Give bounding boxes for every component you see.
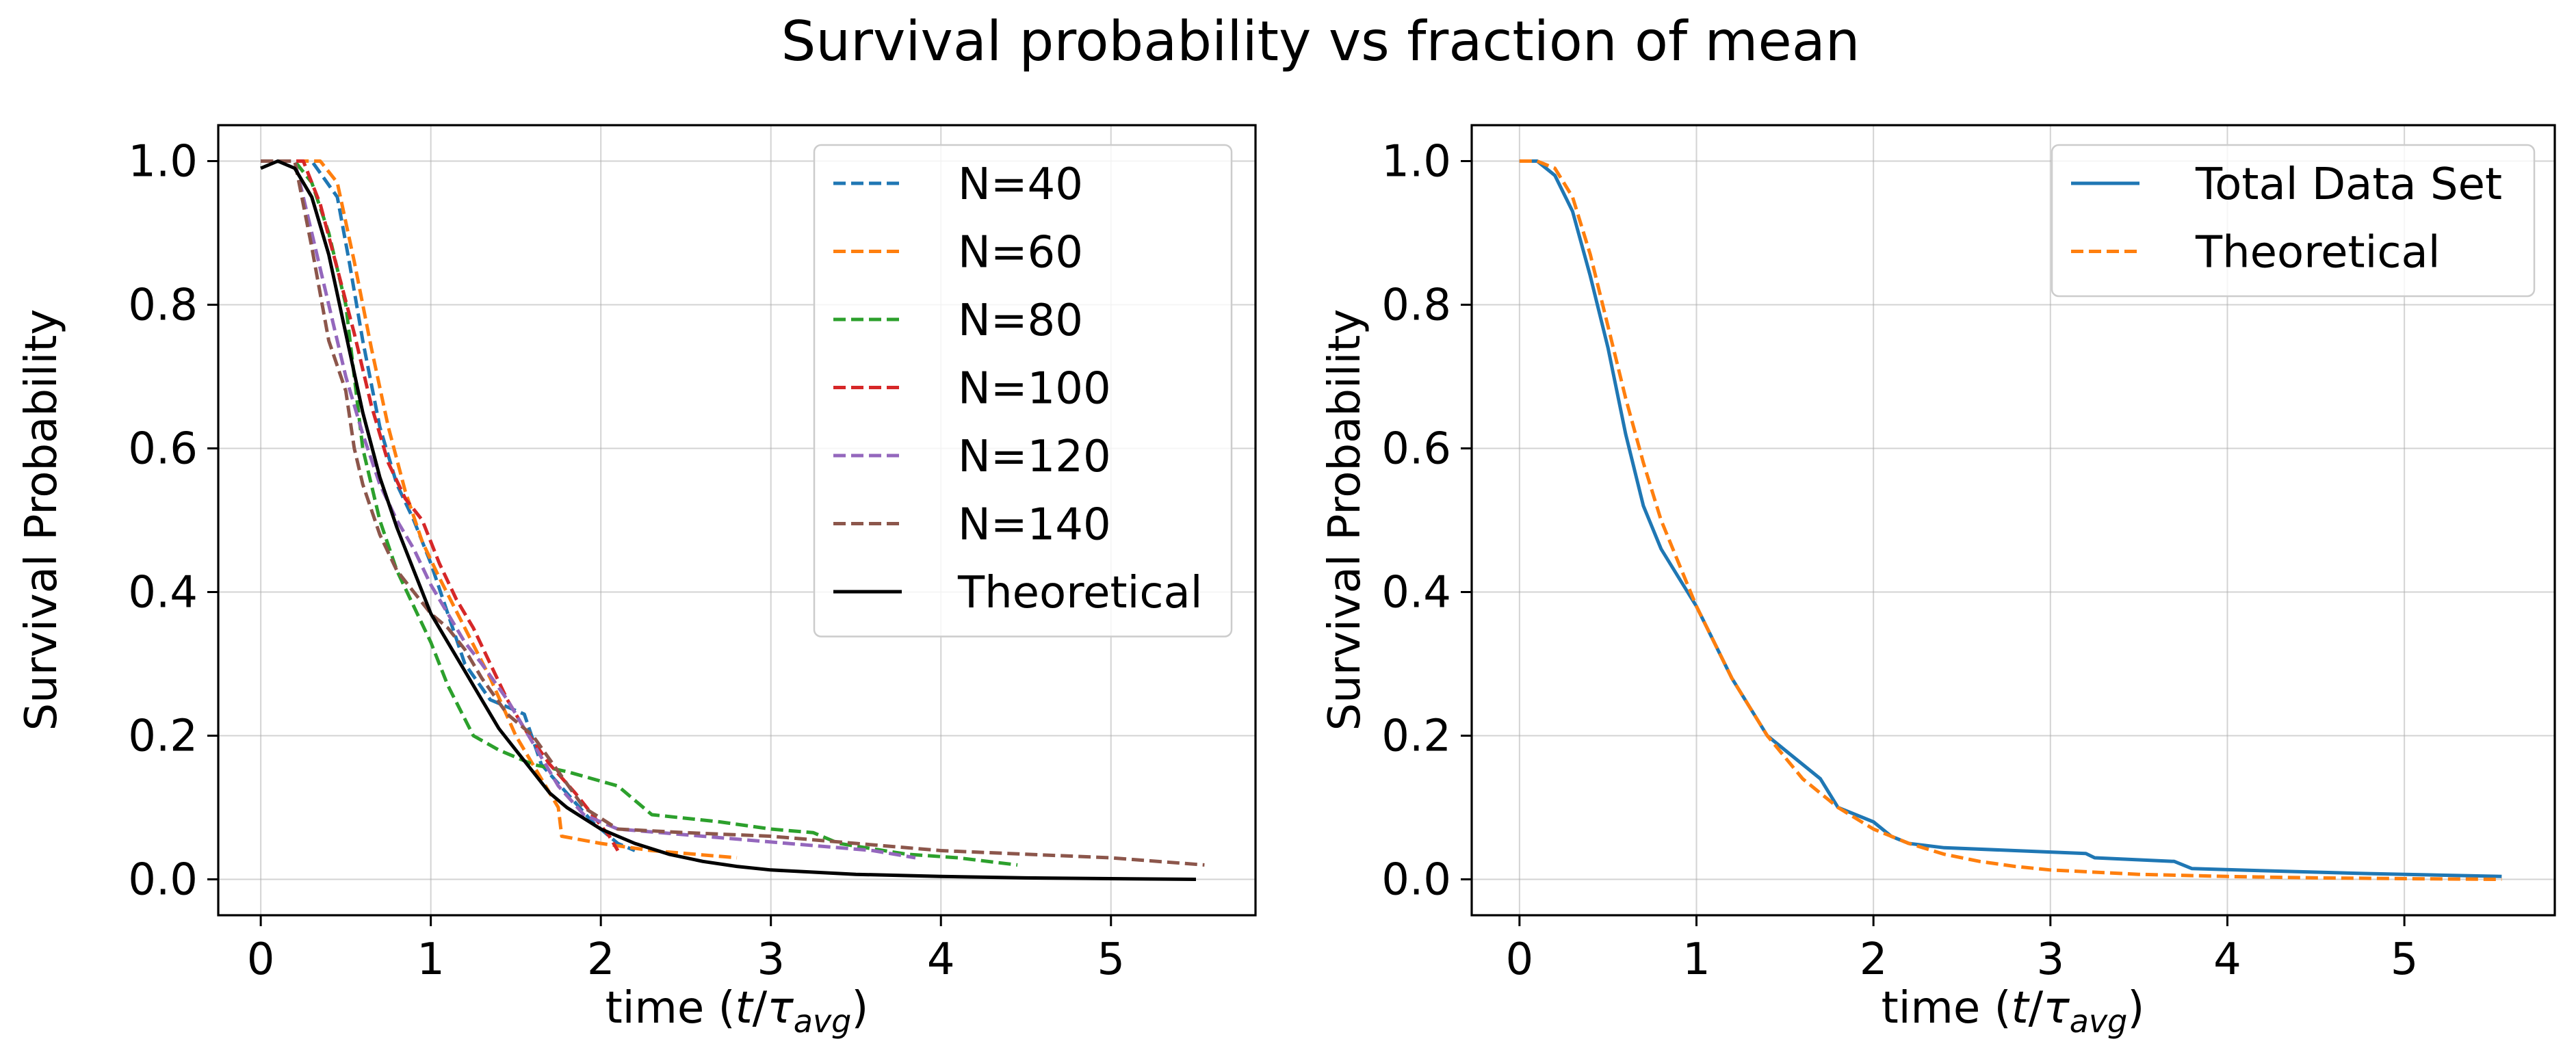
left-x-axis-label: time (t/τavg) — [606, 983, 869, 1040]
left-y-axis-label: Survival Probability — [16, 309, 67, 731]
left-series-n-100-line — [261, 159, 620, 852]
left-legend-label: N=100 — [958, 364, 1111, 415]
right-y-tick-label: 0.0 — [1381, 855, 1451, 906]
right-plot-frame — [1470, 124, 2556, 917]
left-x-tick-label: 3 — [757, 934, 785, 985]
left-y-tick-label: 0.8 — [128, 280, 198, 331]
right-legend-label: Theoretical — [2195, 228, 2441, 278]
left-y-tick-label: 0.4 — [128, 568, 198, 618]
figure-title: Survival probability vs fraction of mean — [781, 10, 1860, 73]
right-x-axis-label: time (t/τavg) — [1882, 983, 2145, 1040]
right-legend-label: Total Data Set — [2195, 159, 2502, 210]
right-y-axis-label: Survival Probability — [1320, 309, 1370, 731]
right-x-tick-label: 5 — [2391, 934, 2419, 985]
left-x-tick-label: 5 — [1097, 934, 1125, 985]
left-legend-label: N=140 — [958, 500, 1111, 551]
left-x-tick-label: 0 — [247, 934, 275, 985]
left-legend-label: N=120 — [958, 432, 1111, 482]
right-x-tick-label: 0 — [1505, 934, 1533, 985]
left-series-theoretical-line — [260, 159, 1197, 881]
left-chart-panel: 0 1 2 3 4 5 0.0 0.2 0.4 0.6 0.8 1.0 time (t/τavg) S… — [16, 124, 1257, 1040]
left-series-n-80-line — [261, 159, 1018, 867]
right-y-tick-label: 0.2 — [1381, 711, 1451, 762]
right-x-tick-label: 1 — [1682, 934, 1710, 985]
left-x-tick-label: 4 — [927, 934, 955, 985]
right-x-tick-label: 2 — [1860, 934, 1888, 985]
right-x-tick-label: 4 — [2213, 934, 2241, 985]
right-y-tick-label: 0.6 — [1381, 424, 1451, 475]
right-chart-panel: 0 1 2 3 4 5 0.0 0.2 0.4 0.6 0.8 1.0 time (t/τavg) S… — [1320, 124, 2556, 1040]
right-series-total-data-set-line — [1519, 159, 2502, 878]
left-legend-label: N=40 — [958, 159, 1083, 210]
left-x-tick-label: 1 — [417, 934, 445, 985]
left-y-tick-label: 0.2 — [128, 711, 198, 762]
left-series-n-60-line — [261, 159, 738, 860]
left-x-tick-label: 2 — [587, 934, 615, 985]
left-plot-frame — [217, 124, 1257, 917]
right-y-tick-label: 0.4 — [1381, 568, 1451, 618]
left-legend-box — [813, 144, 1233, 638]
left-y-tick-label: 0.0 — [128, 855, 198, 906]
right-x-tick-label: 3 — [2036, 934, 2064, 985]
right-series-theoretical-line — [1519, 159, 2502, 881]
right-y-tick-label: 0.8 — [1381, 280, 1451, 331]
left-legend-label: Theoretical — [957, 568, 1203, 618]
left-legend-label: N=80 — [958, 296, 1083, 346]
left-series-n-40-line — [261, 159, 636, 852]
left-series-n-140-line — [261, 159, 1205, 867]
right-legend-box — [2051, 144, 2536, 298]
left-y-tick-label: 1.0 — [128, 137, 198, 187]
left-legend-label: N=60 — [958, 228, 1083, 278]
right-y-tick-label: 1.0 — [1381, 137, 1451, 187]
left-y-tick-label: 0.6 — [128, 424, 198, 475]
